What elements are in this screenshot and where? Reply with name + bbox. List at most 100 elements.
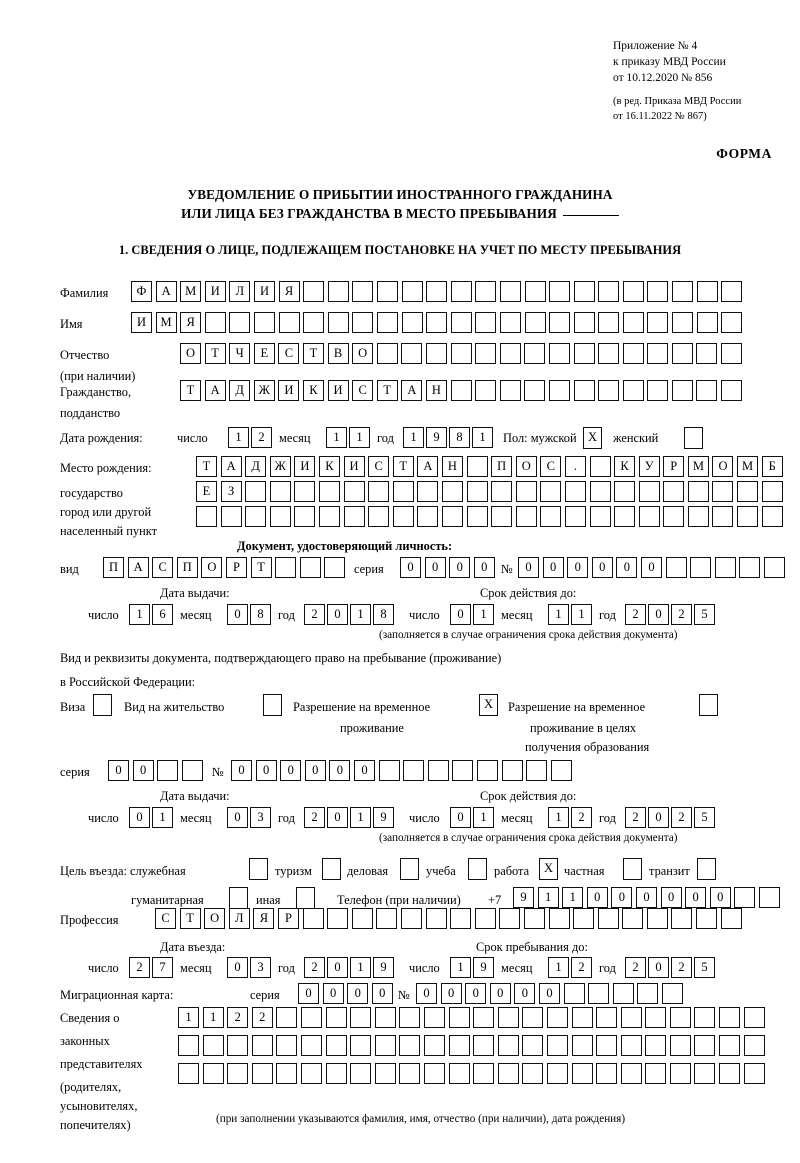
char-cell[interactable] [299, 557, 321, 578]
char-cell[interactable]: Д [229, 380, 251, 401]
char-cell[interactable]: А [127, 557, 149, 578]
char-cell[interactable] [473, 1063, 495, 1084]
char-cell[interactable]: 1 [350, 807, 371, 828]
char-cell[interactable]: А [417, 456, 439, 477]
char-cell[interactable] [515, 506, 537, 527]
char-cell[interactable] [588, 983, 610, 1004]
char-cell[interactable]: Б [761, 456, 783, 477]
char-cell[interactable]: 1 [202, 1007, 224, 1028]
char-cell[interactable] [401, 281, 423, 302]
char-cell[interactable] [276, 1063, 298, 1084]
char-cell[interactable]: 0 [231, 760, 252, 781]
char-cell[interactable] [303, 281, 325, 302]
char-cell[interactable] [596, 1035, 618, 1056]
char-cell[interactable] [523, 908, 545, 929]
char-cell[interactable]: 0 [465, 983, 487, 1004]
char-cell[interactable]: 0 [538, 983, 560, 1004]
char-cell[interactable] [598, 281, 620, 302]
char-cell[interactable] [450, 281, 472, 302]
char-cell[interactable] [302, 908, 324, 929]
char-cell[interactable]: 1 [537, 887, 559, 908]
char-cell[interactable] [399, 1063, 421, 1084]
char-cell[interactable] [227, 1035, 249, 1056]
char-cell[interactable]: 0 [227, 807, 248, 828]
char-cell[interactable]: 0 [280, 760, 302, 781]
char-cell[interactable] [737, 481, 759, 502]
char-cell[interactable]: 0 [567, 557, 589, 578]
char-cell[interactable] [351, 908, 373, 929]
char-cell[interactable] [548, 908, 570, 929]
char-cell[interactable] [352, 281, 374, 302]
char-cell[interactable]: 2 [671, 957, 692, 978]
char-cell[interactable] [475, 380, 497, 401]
char-cell[interactable]: С [352, 380, 374, 401]
char-cell[interactable] [374, 1035, 396, 1056]
char-cell[interactable] [403, 760, 425, 781]
char-cell[interactable]: 0 [347, 983, 369, 1004]
char-cell[interactable]: 8 [449, 427, 470, 448]
char-cell[interactable] [696, 380, 718, 401]
char-cell[interactable] [669, 1007, 691, 1028]
char-cell[interactable] [475, 343, 497, 364]
char-cell[interactable] [427, 760, 449, 781]
char-cell[interactable]: 0 [450, 807, 471, 828]
char-cell[interactable]: 1 [472, 427, 493, 448]
checkbox-viza[interactable] [93, 694, 112, 716]
char-cell[interactable]: И [278, 380, 300, 401]
char-cell[interactable]: М [155, 312, 177, 333]
char-cell[interactable] [712, 481, 734, 502]
char-cell[interactable]: С [278, 343, 300, 364]
char-cell[interactable]: Т [392, 456, 414, 477]
char-cell[interactable] [475, 281, 497, 302]
char-cell[interactable]: Т [180, 380, 201, 401]
char-cell[interactable]: 1 [473, 807, 494, 828]
char-cell[interactable] [245, 481, 267, 502]
char-cell[interactable] [687, 481, 709, 502]
char-cell[interactable]: 0 [591, 557, 613, 578]
char-cell[interactable] [423, 1007, 445, 1028]
char-cell[interactable] [466, 481, 488, 502]
char-cell[interactable] [499, 312, 521, 333]
char-cell[interactable] [522, 1063, 544, 1084]
char-cell[interactable]: К [302, 380, 324, 401]
char-cell[interactable]: В [327, 343, 349, 364]
char-cell[interactable] [694, 1035, 716, 1056]
char-cell[interactable] [374, 1063, 396, 1084]
char-cell[interactable]: 0 [450, 604, 471, 625]
char-cell[interactable] [157, 760, 179, 781]
char-cell[interactable]: 7 [152, 957, 173, 978]
char-cell[interactable] [598, 343, 620, 364]
char-cell[interactable]: 2 [304, 807, 325, 828]
char-cell[interactable] [476, 760, 498, 781]
char-cell[interactable]: 2 [251, 427, 272, 448]
char-cell[interactable] [426, 312, 448, 333]
char-cell[interactable]: П [103, 557, 124, 578]
char-cell[interactable]: Н [441, 456, 463, 477]
char-cell[interactable] [491, 481, 513, 502]
char-cell[interactable] [475, 312, 497, 333]
char-cell[interactable] [204, 312, 226, 333]
char-cell[interactable] [737, 506, 759, 527]
char-cell[interactable] [368, 506, 390, 527]
char-cell[interactable]: 0 [473, 557, 495, 578]
char-cell[interactable]: Ж [253, 380, 275, 401]
char-cell[interactable]: 9 [373, 957, 394, 978]
char-cell[interactable] [181, 760, 203, 781]
char-cell[interactable] [522, 1035, 544, 1056]
char-cell[interactable]: 0 [304, 760, 326, 781]
char-cell[interactable] [719, 1007, 741, 1028]
char-cell[interactable]: 1 [571, 604, 592, 625]
char-cell[interactable] [378, 760, 400, 781]
char-cell[interactable]: 3 [250, 957, 271, 978]
checkbox-tranzit[interactable] [697, 858, 716, 880]
char-cell[interactable]: 0 [424, 557, 446, 578]
char-cell[interactable]: 0 [329, 760, 351, 781]
char-cell[interactable] [245, 506, 267, 527]
char-cell[interactable] [300, 1035, 322, 1056]
